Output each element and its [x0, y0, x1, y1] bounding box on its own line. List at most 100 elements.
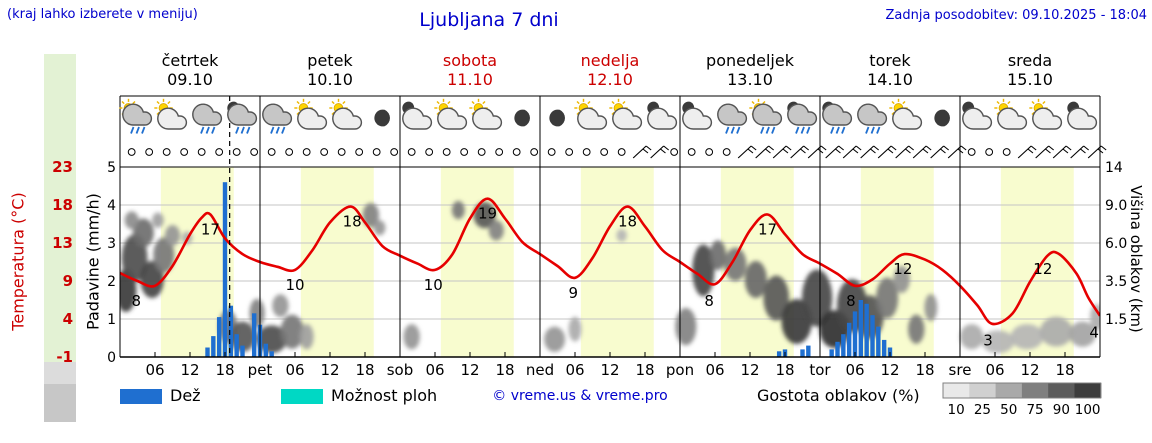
wind-barb [825, 145, 845, 159]
weather-icon-sun-cloud [294, 98, 328, 130]
day-date-4: 13.10 [727, 70, 773, 89]
svg-text:4: 4 [63, 310, 73, 328]
wind-barb [632, 145, 652, 159]
shower-legend-swatch [281, 389, 323, 404]
wind-barb [1087, 145, 1107, 159]
svg-text:3: 3 [107, 236, 116, 252]
wind-barb [895, 145, 915, 159]
wind-barb [947, 145, 967, 159]
weather-icon-moon-cloud [402, 101, 433, 130]
day-bands [160, 167, 1074, 357]
weather-icon-sun-cloud [329, 98, 363, 130]
svg-text:10: 10 [424, 276, 443, 294]
svg-text:pon: pon [666, 361, 694, 379]
rain-legend-label: Dež [170, 386, 201, 405]
weather-icon-moon-cloud [962, 101, 993, 130]
weather-icon-moon-rain [822, 101, 853, 134]
day-date-3: 12.10 [587, 70, 633, 89]
weather-icon-sun-cloud [154, 98, 188, 130]
svg-text:06: 06 [845, 361, 864, 379]
svg-text:18: 18 [618, 213, 637, 231]
svg-text:12: 12 [740, 361, 759, 379]
weather-icon-sun-cloud [889, 98, 923, 130]
wind-barb [842, 145, 862, 159]
svg-text:1.5: 1.5 [1105, 312, 1127, 328]
left-gray-block-top [44, 362, 76, 384]
svg-text:6.0: 6.0 [1105, 236, 1127, 252]
wind-barb [1017, 145, 1037, 159]
shower-legend-label: Možnost ploh [331, 386, 438, 405]
temp-value-labels: 8 17 10 18 10 19 9 18 8 17 8 12 3 12 4 [132, 205, 1099, 350]
weather-icon-sun-cloud [434, 98, 468, 130]
svg-text:12: 12 [320, 361, 339, 379]
svg-text:1: 1 [107, 312, 116, 328]
svg-text:ned: ned [526, 361, 554, 379]
wind-barb [790, 145, 810, 159]
left-gray-block-bottom [44, 384, 76, 422]
weather-icon-rain [857, 103, 888, 134]
rain-legend-swatch [120, 389, 162, 404]
svg-text:17: 17 [758, 221, 777, 239]
day-date-5: 14.10 [867, 70, 913, 89]
cloud-density-scale: 10 25 50 75 90 100 [942, 382, 1102, 418]
svg-text:17: 17 [201, 221, 220, 239]
svg-text:06: 06 [985, 361, 1004, 379]
svg-text:06: 06 [705, 361, 724, 379]
left-green-strip [44, 54, 76, 362]
precip-axis-ticks: 5 4 3 2 1 0 [107, 160, 116, 366]
svg-text:13: 13 [52, 234, 73, 252]
weather-icon-sun-cloud [609, 98, 643, 130]
temp-axis-label: Temperatura (°C) [8, 192, 28, 331]
wind-barb [877, 145, 897, 159]
svg-text:10: 10 [948, 402, 965, 418]
wind-barb [860, 145, 880, 159]
svg-text:100: 100 [1075, 402, 1101, 418]
day-name-4: ponedeljek [706, 51, 794, 70]
svg-text:8: 8 [704, 292, 714, 310]
last-update: Zadnja posodobitev: 09.10.2025 - 18:04 [885, 8, 1147, 23]
svg-text:0: 0 [107, 350, 116, 366]
weather-icon-sun-cloud [469, 98, 503, 130]
svg-text:06: 06 [145, 361, 164, 379]
day-name-2: sobota [442, 51, 498, 70]
cloud-axis-label: Višina oblakov (km) [1127, 185, 1145, 333]
svg-text:12: 12 [893, 260, 912, 278]
svg-text:06: 06 [285, 361, 304, 379]
x-axis-labels: 06 12 18 pet 06 12 18 sob 06 12 18 ned 06 12 18 pon 06 12… [145, 361, 1074, 379]
wind-row [127, 145, 1107, 159]
svg-text:14: 14 [1105, 160, 1123, 176]
svg-text:-1: -1 [56, 348, 73, 366]
wind-barb [772, 145, 792, 159]
weather-icon-moon [934, 109, 950, 127]
weather-icon-moon-rain [227, 101, 258, 134]
day-name-6: sreda [1007, 51, 1053, 70]
weather-icon-sun-rain [749, 98, 783, 134]
svg-text:3: 3 [983, 331, 993, 349]
svg-text:sob: sob [387, 361, 414, 379]
svg-text:pet: pet [248, 361, 273, 379]
svg-text:18: 18 [775, 361, 794, 379]
temperature-curve [120, 197, 1100, 326]
svg-text:18: 18 [915, 361, 934, 379]
weather-icon-sun-cloud [574, 98, 608, 130]
temp-axis-ticks: 23 18 13 9 4 -1 [52, 158, 73, 366]
weather-icon-moon [514, 109, 530, 127]
svg-text:4: 4 [107, 198, 116, 214]
svg-text:23: 23 [52, 158, 73, 176]
svg-text:9: 9 [63, 272, 73, 290]
wind-barb [1052, 145, 1072, 159]
wind-barb [1070, 145, 1090, 159]
svg-text:10: 10 [285, 276, 304, 294]
weather-icons-row [119, 98, 1098, 134]
svg-text:12: 12 [1020, 361, 1039, 379]
weather-icon-rain [192, 103, 223, 134]
svg-text:sre: sre [949, 361, 972, 379]
day-date-1: 10.10 [307, 70, 353, 89]
day-name-1: petek [307, 51, 353, 70]
cloud-density-label: Gostota oblakov (%) [757, 386, 920, 405]
day-name-3: nedelja [580, 51, 640, 70]
wind-barb [650, 145, 670, 159]
copyright-link[interactable]: © vreme.us & vreme.pro [492, 388, 668, 404]
day-date-6: 15.10 [1007, 70, 1053, 89]
